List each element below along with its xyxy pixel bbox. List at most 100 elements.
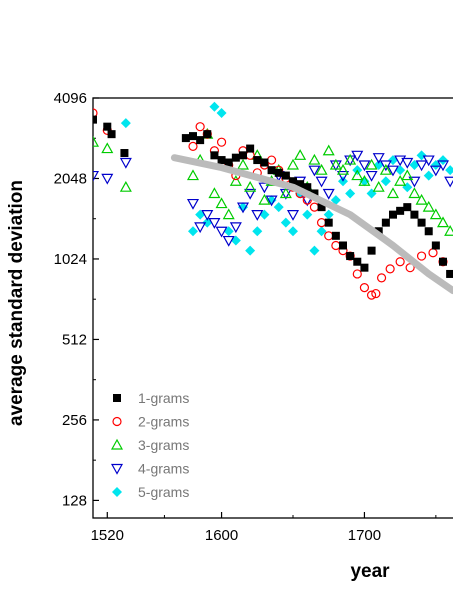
data-point bbox=[286, 210, 300, 221]
data-point bbox=[119, 157, 132, 169]
data-point bbox=[436, 216, 450, 228]
data-point bbox=[251, 210, 264, 221]
data-point bbox=[216, 137, 227, 147]
data-point bbox=[330, 195, 341, 206]
data-point bbox=[372, 180, 385, 192]
data-point bbox=[415, 193, 428, 205]
data-point bbox=[244, 188, 257, 200]
data-point bbox=[358, 174, 371, 186]
data-point bbox=[224, 158, 233, 167]
data-point bbox=[103, 122, 112, 131]
data-point bbox=[310, 189, 319, 198]
data-point bbox=[359, 283, 370, 293]
data-point bbox=[308, 165, 321, 177]
data-point bbox=[360, 263, 369, 272]
data-point bbox=[186, 169, 200, 181]
data-point bbox=[294, 149, 307, 160]
data-point bbox=[302, 209, 313, 220]
data-point bbox=[280, 217, 291, 228]
data-point bbox=[372, 153, 385, 164]
data-point bbox=[371, 288, 381, 299]
data-point bbox=[329, 158, 342, 170]
y-tick-label: 256 bbox=[62, 412, 87, 429]
data-point bbox=[195, 122, 205, 132]
data-point bbox=[296, 180, 305, 189]
y-tick-label: 512 bbox=[62, 331, 87, 348]
data-point bbox=[401, 157, 414, 169]
data-point bbox=[222, 208, 235, 220]
data-point bbox=[279, 187, 292, 199]
data-point bbox=[415, 160, 428, 172]
x-axis-title: year bbox=[350, 561, 390, 582]
data-point bbox=[215, 226, 228, 238]
data-point bbox=[395, 257, 405, 267]
data-point bbox=[210, 151, 219, 160]
data-point bbox=[344, 153, 357, 165]
data-point bbox=[239, 151, 247, 160]
x-tick-label: 1700 bbox=[348, 527, 381, 544]
data-point bbox=[438, 155, 448, 166]
data-point bbox=[322, 188, 335, 200]
data-point bbox=[322, 144, 335, 156]
data-point bbox=[281, 171, 290, 180]
data-point bbox=[208, 187, 221, 199]
data-point bbox=[265, 195, 278, 207]
data-point bbox=[336, 170, 350, 182]
legend-marker-5-grams bbox=[112, 487, 122, 497]
data-point bbox=[309, 202, 320, 212]
data-point bbox=[267, 166, 276, 175]
data-point bbox=[222, 235, 235, 247]
data-point bbox=[417, 218, 426, 227]
y-tick-label: 4096 bbox=[54, 90, 87, 107]
data-point bbox=[352, 269, 362, 279]
legend-label-2-grams: 2-grams bbox=[138, 414, 189, 430]
data-point bbox=[252, 226, 263, 237]
legend-label-1-grams: 1-grams bbox=[138, 390, 189, 406]
data-point bbox=[396, 206, 405, 215]
data-point bbox=[376, 273, 387, 283]
data-point bbox=[236, 158, 250, 170]
data-point bbox=[274, 168, 283, 177]
trend-line bbox=[170, 154, 453, 295]
data-point bbox=[216, 107, 227, 118]
data-point bbox=[345, 188, 356, 199]
legend-label-5-grams: 5-grams bbox=[138, 484, 189, 500]
data-point bbox=[445, 165, 453, 176]
data-point bbox=[260, 158, 269, 167]
legend-marker-2-grams bbox=[112, 416, 122, 427]
data-point bbox=[436, 160, 450, 172]
data-point bbox=[209, 101, 220, 112]
data-point bbox=[429, 165, 442, 177]
data-point bbox=[308, 153, 321, 165]
data-point bbox=[246, 144, 255, 153]
data-point bbox=[358, 160, 371, 172]
data-point bbox=[379, 163, 392, 175]
data-point bbox=[429, 208, 442, 220]
data-point bbox=[309, 245, 320, 256]
data-point bbox=[316, 218, 327, 228]
data-point bbox=[351, 150, 364, 162]
data-point bbox=[289, 177, 297, 186]
data-point bbox=[286, 158, 300, 170]
series-5-grams bbox=[120, 101, 453, 256]
data-point bbox=[245, 245, 256, 256]
data-point bbox=[258, 193, 271, 205]
data-point bbox=[229, 174, 242, 186]
data-point bbox=[215, 197, 228, 209]
legend: 1-grams 2-grams 3-grams 4-grams 5-grams bbox=[110, 390, 189, 500]
plot-frame bbox=[92, 97, 453, 519]
data-point bbox=[203, 130, 212, 139]
data-point bbox=[238, 202, 248, 213]
data-point bbox=[324, 231, 334, 241]
data-point bbox=[444, 176, 453, 188]
data-point bbox=[186, 198, 200, 210]
data-point bbox=[424, 227, 433, 236]
data-point bbox=[331, 240, 341, 251]
data-point bbox=[303, 183, 312, 192]
data-point bbox=[365, 170, 378, 182]
data-point bbox=[380, 176, 391, 187]
data-point bbox=[315, 163, 328, 175]
data-point bbox=[324, 218, 333, 227]
